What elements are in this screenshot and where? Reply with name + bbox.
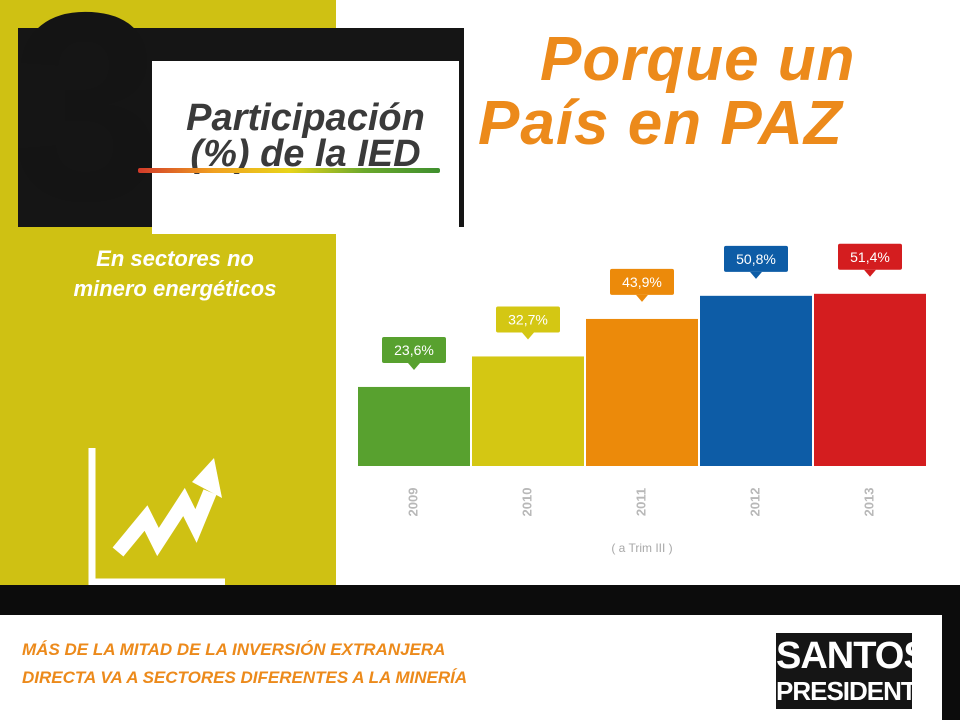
data-label-pointer-2013: [864, 269, 876, 277]
bar-2013: [814, 293, 926, 466]
tick-label-2012: 2012: [747, 488, 762, 517]
subtitle-line-2: minero energéticos: [73, 276, 277, 301]
logo-line-2: PRESIDENTE: [776, 676, 933, 706]
title-line-2: (%) de la IED: [190, 133, 421, 175]
data-label-pointer-2010: [522, 332, 534, 340]
headline-line-1: Porque un: [540, 25, 856, 94]
data-label-2011: 43,9%: [622, 274, 662, 290]
bar-2011: [586, 318, 698, 466]
bar-2012: [700, 295, 812, 466]
data-label-2013: 51,4%: [850, 249, 890, 265]
title-line-1: Participación: [186, 97, 425, 139]
bar-chart: 23,6% 2009 32,7% 2010 43,9% 2011 50,8% 2012 51,4…: [358, 243, 926, 555]
subtitle-line-1: En sectores no: [96, 246, 254, 271]
data-label-box-2010: [496, 306, 560, 333]
period-note: ( a Trim III ): [611, 541, 672, 555]
data-label-pointer-2012: [750, 271, 762, 279]
headline-line-2: País en PAZ: [478, 89, 843, 158]
data-label-box-2009: [382, 336, 446, 363]
bar-2009: [358, 386, 470, 466]
footer-text: MÁS DE LA MITAD DE LA INVERSIÓN EXTRANJE…: [22, 636, 467, 692]
gradient-underline: [138, 168, 440, 173]
logo-line-1: SANTOS: [776, 635, 929, 677]
footer-line-2: DIRECTA VA A SECTORES DIFERENTES A LA MI…: [22, 668, 468, 687]
subtitle: En sectores no minero energéticos: [20, 244, 330, 304]
footer-line-1: MÁS DE LA MITAD DE LA INVERSIÓN EXTRANJE…: [22, 640, 446, 659]
data-label-box-2012: [724, 245, 788, 272]
growth-chart-icon: [88, 448, 225, 586]
big-number: 3: [12, 0, 161, 256]
data-label-box-2013: [838, 243, 902, 270]
bar-2010: [472, 356, 584, 466]
data-label-2010: 32,7%: [508, 311, 548, 327]
tick-label-2011: 2011: [633, 488, 648, 516]
tick-label-2009: 2009: [405, 488, 420, 517]
data-label-2012: 50,8%: [736, 251, 776, 267]
right-edge-bar: [942, 585, 960, 720]
tick-label-2013: 2013: [861, 488, 876, 517]
data-label-box-2011: [610, 268, 674, 295]
bottom-divider: [0, 585, 960, 615]
santos-presidente-logo: SANTOS PRESIDENTE: [776, 633, 933, 709]
data-label-2009: 23,6%: [394, 342, 434, 358]
title-inner-card: Participación (%) de la IED: [152, 61, 459, 234]
data-label-pointer-2009: [408, 362, 420, 370]
data-label-pointer-2011: [636, 294, 648, 302]
title-box: Participación (%) de la IED: [18, 28, 464, 234]
tick-label-2010: 2010: [519, 488, 534, 517]
